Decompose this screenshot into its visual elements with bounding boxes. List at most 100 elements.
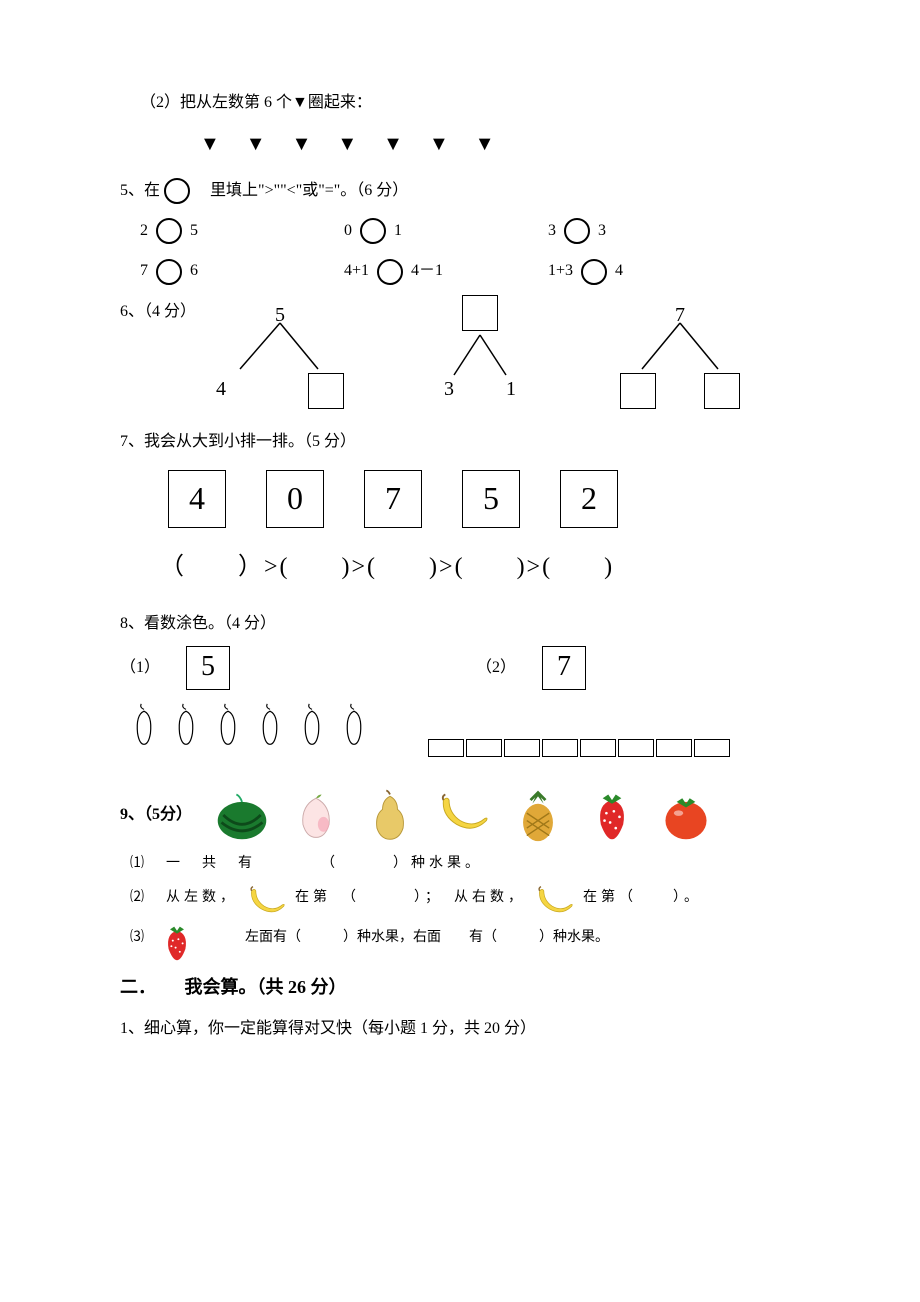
sec2-sub1: 1、细心算，你一定能算得对又快（每小题 1 分，共 20 分） <box>120 1016 820 1042</box>
num-box: 2 <box>560 470 618 528</box>
cmp-a: 4+1 <box>344 262 369 279</box>
pepper-icon[interactable] <box>172 702 200 757</box>
cmp-a: 0 <box>344 222 352 239</box>
cmp-b: 4－1 <box>411 262 443 279</box>
tree-lines-icon <box>610 319 750 379</box>
color-rect[interactable] <box>466 739 502 757</box>
q8-title: 8、看数涂色。（4 分） <box>120 611 820 637</box>
num-box: 0 <box>266 470 324 528</box>
cmp-b: 6 <box>190 262 198 279</box>
q9-s1: ⑴ 一 共 有 （ ）种水果。 <box>130 853 820 875</box>
num-box: 5 <box>186 646 230 690</box>
circle-icon[interactable] <box>581 259 607 285</box>
cmp-b: 4 <box>615 262 623 279</box>
answer-box[interactable] <box>308 373 344 409</box>
q8-sub1: （1） 5 <box>120 646 236 690</box>
pepper-row <box>130 702 368 757</box>
q5-suffix: 里填上">""<"或"="。（6 分） <box>210 182 408 199</box>
strawberry-icon <box>584 787 640 843</box>
banana-icon <box>534 881 576 915</box>
pepper-icon[interactable] <box>130 702 158 757</box>
q5-row2: 7 6 4+1 4－1 1+3 4 <box>140 258 820 284</box>
cmp-item: 2 5 <box>140 218 340 244</box>
cmp-item: 4+1 4－1 <box>344 258 544 284</box>
pear-icon <box>362 787 418 843</box>
q7-numbers: 4 0 7 5 2 <box>150 470 820 528</box>
num-box: 7 <box>364 470 422 528</box>
tree-lines-icon <box>210 319 350 379</box>
cmp-b: 3 <box>598 222 606 239</box>
cmp-item: 1+3 4 <box>548 258 748 284</box>
strawberry-icon <box>156 921 198 955</box>
pepper-icon[interactable] <box>214 702 242 757</box>
cmp-item: 3 3 <box>548 218 748 244</box>
color-rect[interactable] <box>504 739 540 757</box>
color-rect[interactable] <box>694 739 730 757</box>
sec2-num: 二． <box>120 973 180 1002</box>
q9-s3b: 左面有（ ）种水果，右面 有（ ）种水果。 <box>245 930 609 945</box>
q8: 8、看数涂色。（4 分） （1） 5 （2） 7 <box>120 611 820 757</box>
circle-icon[interactable] <box>156 259 182 285</box>
rect-row <box>428 739 730 757</box>
q8-sub2-label: （2） <box>476 655 516 681</box>
peach-icon <box>288 787 344 843</box>
q9: 9、（5分） ⑴ 一 共 有 （ ）种水果。 ⑵ 从左数， 在第 （ ）； 从右… <box>120 787 820 955</box>
banana-icon <box>246 881 288 915</box>
cmp-a: 3 <box>548 222 556 239</box>
num-box: 4 <box>168 470 226 528</box>
q7-order[interactable]: （ ）>( )>( )>( )>( ) <box>160 548 820 586</box>
q9-s2c: 在第（ ）。 <box>583 890 702 905</box>
tomato-icon <box>658 787 714 843</box>
number-tree-1: 5 4 <box>210 299 350 409</box>
q5-line: 5、在 里填上">""<"或"="。（6 分） <box>120 178 820 204</box>
color-rect[interactable] <box>542 739 578 757</box>
tree-bl: 4 <box>216 373 226 405</box>
section-2-heading: 二． 我会算。（共 26 分） <box>120 973 820 1002</box>
color-rect[interactable] <box>618 739 654 757</box>
q9-s2: ⑵ 从左数， 在第 （ ）； 从右数， 在第（ ）。 <box>130 881 820 915</box>
number-tree-2: 3 1 <box>410 299 550 409</box>
q2-triangles: ▼▼▼▼▼▼▼ <box>200 128 820 160</box>
circle-icon[interactable] <box>564 218 590 244</box>
circle-icon[interactable] <box>377 259 403 285</box>
answer-box[interactable] <box>704 373 740 409</box>
sec2-text: 我会算。（共 26 分） <box>185 977 347 997</box>
q5-label: 5、 <box>120 182 144 199</box>
fruit-row: 9、（5分） <box>120 787 820 843</box>
pineapple-icon <box>510 787 566 843</box>
tree-bl: 3 <box>444 373 454 405</box>
cmp-b: 1 <box>394 222 402 239</box>
q9-s3: ⑶ 左面有（ ）种水果，右面 有（ ）种水果。 <box>130 921 820 955</box>
q8-sub1-label: （1） <box>120 655 160 681</box>
banana-icon <box>436 787 492 843</box>
cmp-a: 7 <box>140 262 148 279</box>
color-rect[interactable] <box>580 739 616 757</box>
q9-s3a: ⑶ <box>130 930 148 945</box>
cmp-b: 5 <box>190 222 198 239</box>
q6: 6、（4 分） 5 4 3 1 7 <box>120 299 820 409</box>
color-rect[interactable] <box>428 739 464 757</box>
q7-title: 7、我会从大到小排一排。（5 分） <box>120 429 820 455</box>
cmp-item: 0 1 <box>344 218 544 244</box>
pepper-icon[interactable] <box>298 702 326 757</box>
q2-text: （2）把从左数第 6 个▼圈起来： <box>140 90 820 116</box>
q5-row1: 2 5 0 1 3 3 <box>140 218 820 244</box>
circle-icon[interactable] <box>360 218 386 244</box>
answer-box[interactable] <box>462 295 498 331</box>
circle-icon[interactable] <box>156 218 182 244</box>
q8-sub2: （2） 7 <box>476 646 592 690</box>
cmp-a: 2 <box>140 222 148 239</box>
cmp-a: 1+3 <box>548 262 573 279</box>
cmp-item: 7 6 <box>140 258 340 284</box>
q9-s2b: 在第 （ ）； 从右数， <box>295 890 526 905</box>
number-tree-3: 7 <box>610 299 750 409</box>
pepper-icon[interactable] <box>340 702 368 757</box>
circle-icon <box>164 178 190 204</box>
pepper-icon[interactable] <box>256 702 284 757</box>
answer-box[interactable] <box>620 373 656 409</box>
num-box: 7 <box>542 646 586 690</box>
color-rect[interactable] <box>656 739 692 757</box>
q9-s2a: ⑵ 从左数， <box>130 890 238 905</box>
num-box: 5 <box>462 470 520 528</box>
q9-label: 9、（5分） <box>120 802 192 828</box>
